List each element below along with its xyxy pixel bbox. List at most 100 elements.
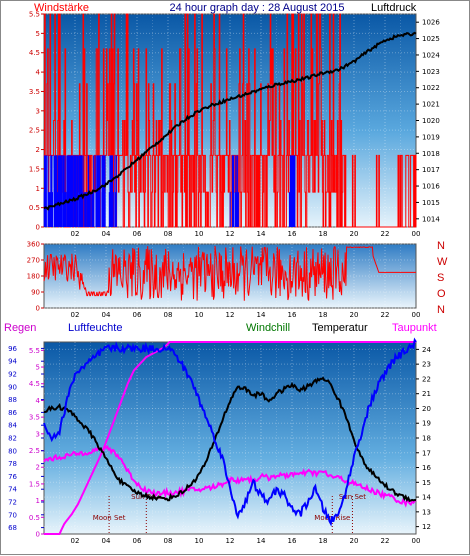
compass-label: N: [437, 304, 445, 316]
moon-set-label: Moon Set: [93, 514, 126, 522]
temperature-line: [43, 376, 416, 503]
temperature-axes: 0 0.5 1 1.5 2 2.5 3 3.5 4 4.5 5 5.5 68 70 72 74 76 78 80 82…: [8, 345, 431, 545]
p2-x-tick: 08: [164, 311, 173, 319]
p2-x-tick: 18: [319, 311, 328, 319]
pressure-tick: 1025: [422, 35, 440, 43]
dewpoint-line: [43, 443, 417, 508]
compass-label: N: [437, 240, 445, 252]
rain-tick: 5: [36, 364, 40, 372]
wind-tick: 3: [36, 107, 40, 115]
pressure-tick: 1022: [422, 84, 440, 92]
pressure-tick: 1018: [422, 150, 440, 158]
compass-label: W: [437, 256, 448, 268]
regen-label: Regen: [4, 322, 36, 334]
humidity-tick: 68: [8, 524, 17, 532]
p2-x-tick: 20: [350, 311, 359, 319]
p3-x-tick: 02: [71, 537, 80, 545]
p1-x-tick: 10: [195, 230, 204, 238]
humidity-tick: 74: [8, 486, 17, 494]
direction-tick: 90: [31, 289, 40, 297]
p2-x-tick: 10: [195, 311, 204, 319]
humidity-tick: 82: [8, 435, 17, 443]
wind-tick: 5.5: [29, 11, 40, 19]
wind-tick: 0: [36, 224, 40, 232]
p3-x-tick: 10: [195, 537, 204, 545]
temperature-tick: 16: [422, 464, 431, 472]
p2-x-tick: 04: [102, 311, 111, 319]
p1-x-tick: 04: [102, 230, 111, 238]
p3-x-tick: 14: [257, 537, 266, 545]
p1-x-tick: 12: [226, 230, 235, 238]
pressure-tick: 1016: [422, 183, 440, 191]
wind-speed-line: [43, 13, 417, 228]
p2-x-tick: 06: [133, 311, 142, 319]
humidity-tick: 94: [8, 358, 17, 366]
p2-x-tick: 00: [412, 311, 421, 319]
p2-x-tick: 14: [257, 311, 266, 319]
p2-x-tick: 02: [71, 311, 80, 319]
pressure-tick: 1014: [422, 215, 440, 223]
humidity-line: [43, 337, 417, 527]
wind-tick: 2.5: [29, 127, 40, 135]
humidity-tick: 88: [8, 396, 17, 404]
pressure-line: [43, 31, 417, 211]
windstaerke-label: Windstärke: [34, 2, 89, 14]
wind-tick: 4.5: [29, 49, 40, 57]
temperature-tick: 21: [422, 390, 431, 398]
pressure-tick: 1017: [422, 166, 440, 174]
temperature-tick: 24: [422, 346, 431, 354]
windchill-label: Windchill: [246, 322, 290, 334]
rain-tick: 1.5: [29, 480, 40, 488]
p3-x-tick: 18: [319, 537, 328, 545]
rain-line: [44, 341, 416, 535]
humidity-tick: 76: [8, 473, 17, 481]
p1-x-tick: 02: [71, 230, 80, 238]
pressure-series: [43, 31, 417, 211]
temperature-tick: 23: [422, 361, 431, 369]
graph-title: 24 hour graph day : 28 August 2015: [170, 2, 345, 14]
p2-x-tick: 22: [381, 311, 390, 319]
wind-tick: 0.5: [29, 204, 40, 212]
temperature-tick: 14: [422, 494, 431, 502]
rain-tick: 1: [36, 497, 40, 505]
rain-tick: 4.5: [29, 380, 40, 388]
rain-tick: 0.5: [29, 514, 40, 522]
p3-x-tick: 16: [288, 537, 297, 545]
p1-x-tick: 14: [257, 230, 266, 238]
humidity-tick: 86: [8, 409, 17, 417]
rain-tick: 2: [36, 464, 40, 472]
wind-gust-bars: [43, 155, 296, 227]
wind-tick: 4: [36, 69, 41, 77]
direction-tick: 180: [27, 273, 40, 281]
p3-x-tick: 00: [412, 537, 421, 545]
humidity-tick: 84: [8, 422, 17, 430]
p2-x-tick: 12: [226, 311, 235, 319]
wind-direction-series: [43, 245, 416, 301]
p3-x-tick: 22: [381, 537, 390, 545]
pressure-tick: 1015: [422, 199, 440, 207]
temperature-tick: 13: [422, 508, 431, 516]
p2-x-tick: 16: [288, 311, 297, 319]
p1-x-tick: 06: [133, 230, 142, 238]
temperature-tick: 15: [422, 479, 431, 487]
taupunkt-label: Taupunkt: [392, 322, 437, 334]
temperature-tick: 22: [422, 375, 431, 383]
direction-tick: 0: [36, 305, 40, 313]
rain-tick: 4: [36, 397, 41, 405]
rain-tick: 0: [36, 531, 40, 539]
wind-direction-line: [43, 245, 416, 301]
p1-x-tick: 22: [381, 230, 390, 238]
rain-tick: 3.5: [29, 414, 40, 422]
rain-tick: 3: [36, 430, 40, 438]
humidity-tick: 72: [8, 499, 17, 507]
p1-x-tick: 18: [319, 230, 328, 238]
wind-tick: 1.5: [29, 165, 40, 173]
humidity-tick: 80: [8, 447, 17, 455]
p3-x-tick: 12: [226, 537, 235, 545]
compass-label: O: [437, 288, 446, 300]
humidity-tick: 90: [8, 383, 17, 391]
luftdruck-label: Luftdruck: [371, 2, 417, 14]
